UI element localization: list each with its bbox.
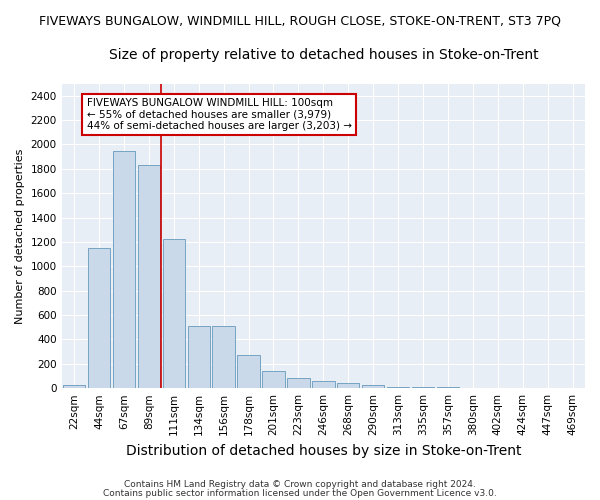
- Bar: [337, 384, 359, 388]
- Bar: [88, 248, 110, 388]
- Bar: [113, 150, 135, 388]
- Bar: [387, 387, 409, 388]
- Y-axis label: Number of detached properties: Number of detached properties: [15, 148, 25, 324]
- Text: FIVEWAYS BUNGALOW, WINDMILL HILL, ROUGH CLOSE, STOKE-ON-TRENT, ST3 7PQ: FIVEWAYS BUNGALOW, WINDMILL HILL, ROUGH …: [39, 15, 561, 28]
- Bar: [188, 326, 210, 388]
- Text: Contains HM Land Registry data © Crown copyright and database right 2024.: Contains HM Land Registry data © Crown c…: [124, 480, 476, 489]
- Bar: [312, 382, 335, 388]
- Text: Contains public sector information licensed under the Open Government Licence v3: Contains public sector information licen…: [103, 488, 497, 498]
- Bar: [137, 165, 160, 388]
- Bar: [362, 384, 385, 388]
- Bar: [412, 387, 434, 388]
- Bar: [262, 371, 285, 388]
- Title: Size of property relative to detached houses in Stoke-on-Trent: Size of property relative to detached ho…: [109, 48, 538, 62]
- X-axis label: Distribution of detached houses by size in Stoke-on-Trent: Distribution of detached houses by size …: [125, 444, 521, 458]
- Bar: [63, 384, 85, 388]
- Bar: [212, 326, 235, 388]
- Bar: [287, 378, 310, 388]
- Text: FIVEWAYS BUNGALOW WINDMILL HILL: 100sqm
← 55% of detached houses are smaller (3,: FIVEWAYS BUNGALOW WINDMILL HILL: 100sqm …: [86, 98, 352, 132]
- Bar: [238, 356, 260, 388]
- Bar: [163, 240, 185, 388]
